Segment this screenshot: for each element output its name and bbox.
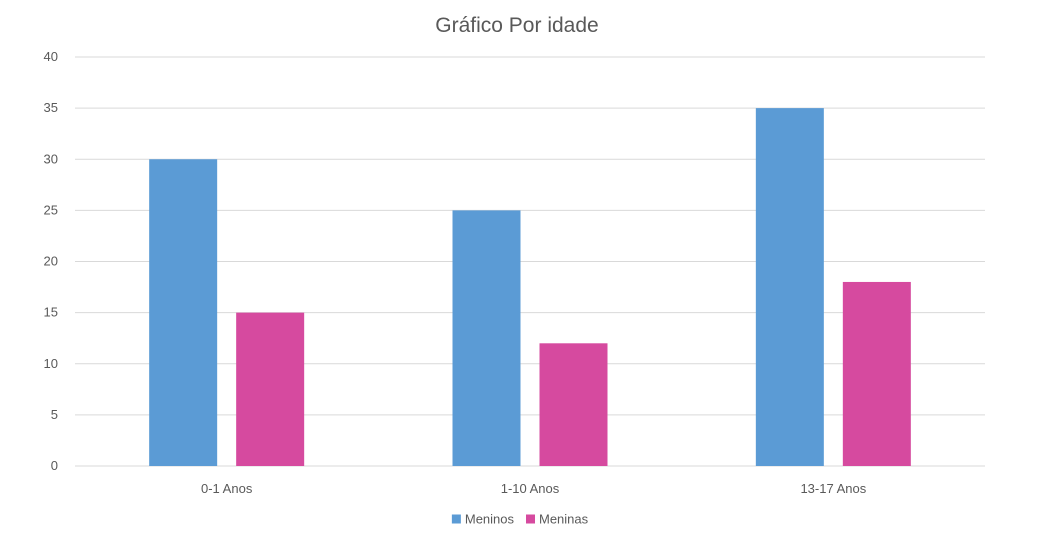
y-tick-label: 20	[44, 254, 58, 269]
y-tick-label: 0	[51, 458, 58, 473]
legend: Meninos Meninas	[451, 512, 589, 527]
bar-meninos-2	[452, 210, 521, 466]
chart-title: Gráfico Por idade	[435, 14, 598, 37]
y-tick-label: 10	[44, 356, 58, 371]
y-tick-label: 25	[44, 202, 58, 217]
legend-swatch-meninos	[451, 514, 461, 524]
x-tick-label: 13-17 Anos	[800, 481, 866, 496]
x-axis-ticks: 0-1 Anos 1-10 Anos 13-17 Anos	[201, 481, 867, 496]
gridlines	[75, 56, 985, 467]
bars	[149, 108, 911, 466]
legend-swatch-meninas	[526, 514, 535, 524]
y-tick-label: 40	[44, 49, 58, 64]
bar-meninas-1	[236, 312, 305, 466]
legend-label-meninas: Meninas	[539, 512, 589, 527]
y-axis-ticks: 0 5 10 15 20 25 30 35 40	[44, 49, 58, 473]
y-tick-label: 30	[44, 151, 58, 166]
bar-meninas-2	[539, 343, 608, 466]
y-tick-label: 15	[44, 305, 58, 320]
bar-meninos-3	[755, 108, 824, 466]
x-tick-label: 1-10 Anos	[501, 481, 560, 496]
y-tick-label: 5	[51, 407, 58, 422]
x-tick-label: 0-1 Anos	[201, 481, 253, 496]
bar-meninas-3	[842, 281, 911, 466]
bar-meninos-1	[149, 159, 218, 466]
legend-label-meninos: Meninos	[465, 512, 515, 527]
y-tick-label: 35	[44, 100, 58, 115]
